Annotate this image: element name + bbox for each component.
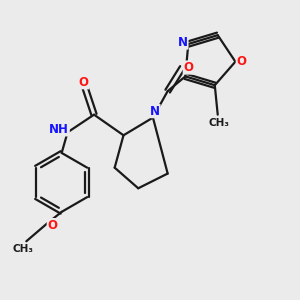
Text: O: O (236, 55, 246, 68)
Text: CH₃: CH₃ (13, 244, 34, 254)
Text: NH: NH (50, 123, 69, 136)
Text: N: N (150, 105, 160, 118)
Text: O: O (79, 76, 89, 89)
Text: CH₃: CH₃ (209, 118, 230, 128)
Text: O: O (183, 61, 193, 74)
Text: N: N (178, 36, 188, 49)
Text: O: O (47, 219, 57, 232)
